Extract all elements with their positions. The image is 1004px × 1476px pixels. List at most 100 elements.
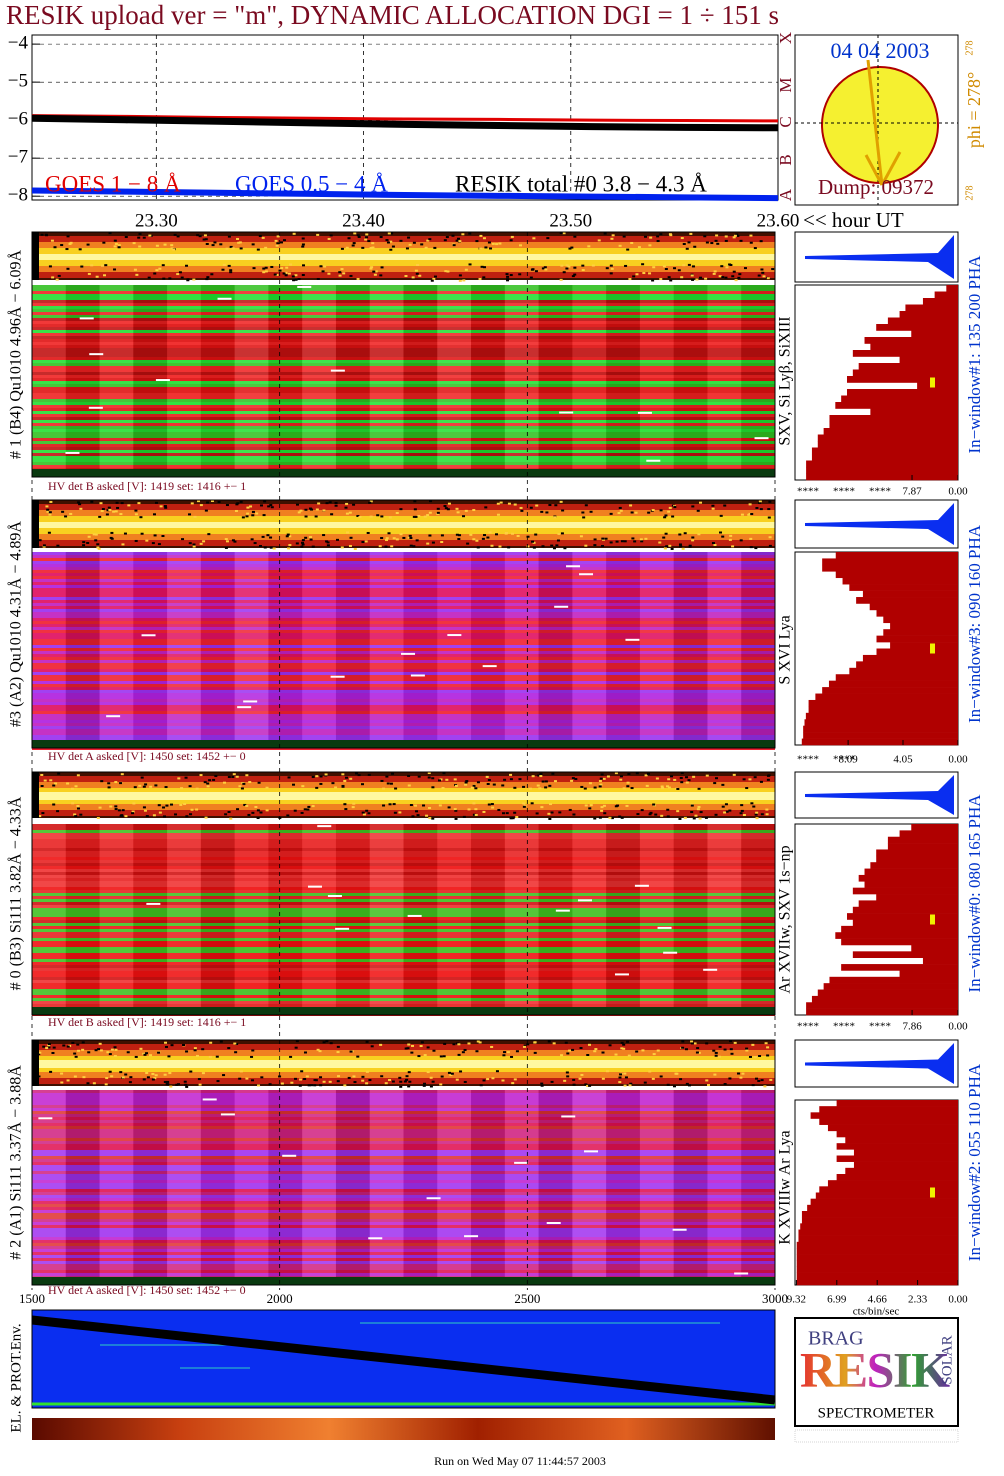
heat-row (32, 1258, 775, 1261)
strip-noise (137, 236, 141, 239)
strip-noise (398, 1076, 402, 1079)
strip-noise (225, 247, 229, 250)
strip-noise (297, 278, 301, 281)
strip-noise (90, 264, 94, 267)
strip-noise (593, 817, 597, 820)
strip-noise (151, 1072, 155, 1075)
strip-noise (158, 811, 162, 814)
strip-noise (729, 1048, 733, 1051)
strip-noise (388, 1079, 392, 1082)
strip-noise (180, 276, 184, 279)
phi-label: phi = 278° (964, 72, 984, 148)
strip-noise (303, 808, 307, 811)
strip-noise (307, 805, 311, 808)
strip-noise (491, 1077, 495, 1080)
strip-row (32, 1040, 775, 1042)
profile-tick-label: **** (869, 486, 891, 498)
strip-noise (185, 1050, 189, 1053)
strip-noise (62, 1044, 66, 1047)
strip-noise (464, 783, 468, 786)
heat-row (32, 905, 775, 908)
strip-noise (145, 539, 149, 542)
strip-noise (737, 1072, 741, 1075)
profile-bar (806, 473, 958, 481)
profile-bar (934, 291, 958, 299)
strip-noise (534, 270, 538, 273)
strip-noise (724, 235, 728, 238)
profile-bar (829, 976, 958, 984)
strip-noise (236, 502, 240, 505)
strip-noise (356, 1055, 360, 1058)
strip-noise (652, 1053, 656, 1056)
heat-row (32, 576, 775, 579)
strip-noise (573, 235, 577, 238)
heat-spot (410, 674, 425, 677)
strip-noise (506, 279, 510, 282)
strip-noise (374, 270, 378, 273)
strip-noise (168, 1072, 172, 1075)
strip-noise (733, 234, 737, 237)
strip-noise (205, 242, 209, 245)
strip-noise (678, 543, 682, 546)
strip-noise (490, 1045, 494, 1048)
strip-noise (301, 539, 305, 542)
profile-bar (876, 609, 958, 617)
strip-noise (628, 1084, 632, 1087)
strip-noise (43, 779, 47, 782)
heat-band (639, 552, 674, 748)
strip-noise (361, 811, 365, 814)
strip-noise (412, 515, 416, 518)
y-tick-label: −7 (8, 147, 28, 168)
strip-noise (728, 263, 732, 266)
strip-noise (106, 509, 110, 512)
strip-noise (250, 1055, 254, 1058)
strip-noise (305, 1075, 309, 1078)
strip-row (32, 812, 775, 814)
profile-bar (819, 1106, 958, 1113)
heat-row (32, 654, 775, 657)
strip-noise (231, 247, 235, 250)
strip-row (32, 1066, 775, 1068)
strip-noise (203, 234, 207, 237)
profile-bar (876, 855, 958, 863)
strip-row (32, 1054, 775, 1056)
strip-noise (379, 236, 383, 239)
strip-noise (518, 778, 522, 781)
heat-row (32, 1264, 775, 1267)
strip-noise (225, 504, 229, 507)
heat-row (32, 456, 775, 459)
heat-spot (65, 451, 80, 454)
heat-band (200, 285, 235, 477)
strip-noise (262, 271, 266, 274)
strip-noise (719, 531, 723, 534)
strip-noise (365, 233, 369, 236)
strip-noise (598, 785, 602, 788)
strip-noise (758, 501, 762, 504)
x-axis-label: << hour UT (803, 208, 904, 232)
profile-bar (858, 900, 958, 908)
strip-noise (467, 1042, 471, 1045)
heat-row (32, 732, 775, 735)
strip-noise (286, 814, 290, 817)
strip-noise (409, 544, 413, 547)
heat-row (32, 291, 775, 294)
strip-noise (213, 241, 217, 244)
heat-row (32, 681, 775, 684)
strip-noise (54, 782, 58, 785)
profile-bar (806, 1008, 958, 1016)
strip-noise (248, 781, 252, 784)
detector-label: # 2 (A1) Si111 3.37Å − 3.88Å (7, 1065, 25, 1260)
profile-bar (796, 1254, 958, 1261)
strip-noise (120, 502, 124, 505)
strip-noise (540, 1084, 544, 1087)
strip-row (32, 1050, 775, 1052)
strip-noise (715, 234, 719, 237)
strip-noise (623, 540, 627, 543)
strip-noise (706, 1084, 710, 1087)
strip-noise (215, 1055, 219, 1058)
strip-noise (272, 547, 276, 550)
profile-tick-label: **** (869, 1021, 891, 1033)
heat-row (32, 441, 775, 444)
heat-band (234, 285, 269, 477)
x-tick-label: 23.50 (549, 210, 592, 231)
